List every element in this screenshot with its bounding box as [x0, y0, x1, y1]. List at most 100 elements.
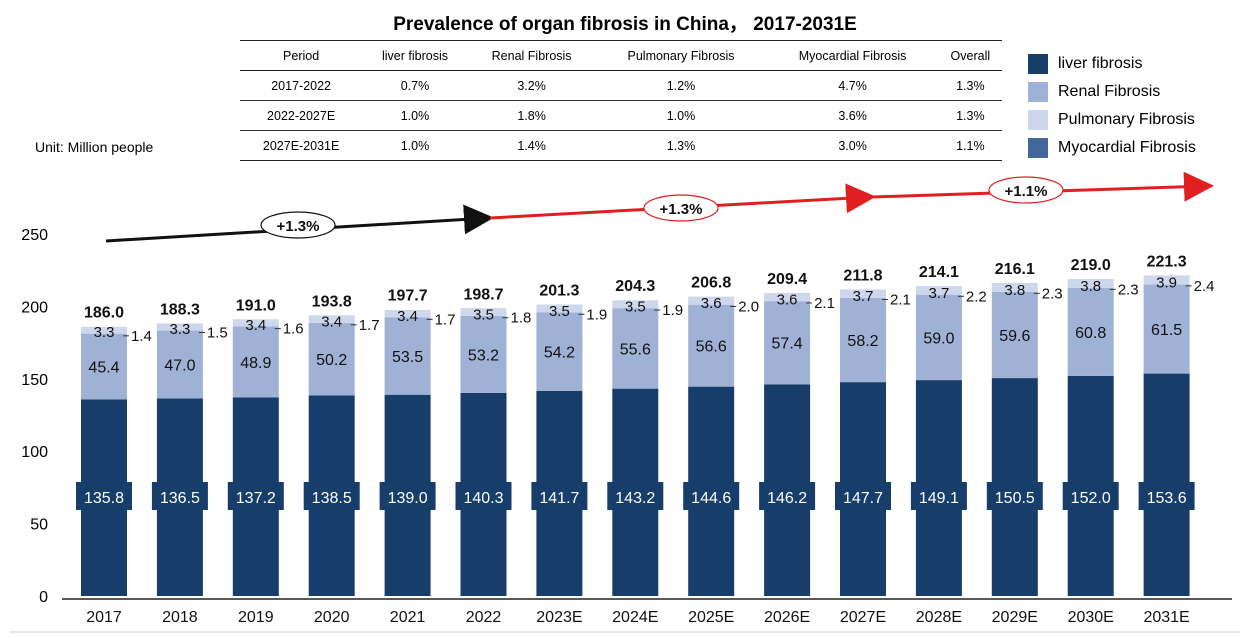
- table-cell: 2027E-2031E: [240, 130, 363, 161]
- data-label-total: 186.0: [84, 305, 124, 322]
- bar-segment-myocardial: [840, 289, 886, 293]
- data-label-liver: 152.0: [1071, 490, 1111, 507]
- data-label-myocardial: 2.3: [1118, 281, 1139, 298]
- data-label-total: 188.3: [160, 301, 200, 318]
- bar-segment-pulmonary: [81, 328, 127, 334]
- y-tick-label: 50: [30, 517, 48, 534]
- data-label-renal: 57.4: [772, 336, 803, 353]
- data-label-myocardial: 1.5: [207, 325, 228, 342]
- bar-segment-myocardial: [81, 326, 127, 329]
- bar-segment-pulmonary: [460, 310, 507, 316]
- data-label-total: 211.8: [843, 267, 882, 284]
- cagr-table-header-row: Period liver fibrosis Renal Fibrosis Pul…: [240, 40, 1002, 71]
- bar-segment-myocardial: [156, 323, 203, 326]
- table-cell: 3.6%: [766, 100, 939, 131]
- data-label-box-liver: [531, 482, 588, 510]
- data-label-liver: 140.3: [463, 490, 503, 507]
- x-tick-label: 2023E: [536, 609, 582, 626]
- data-label-renal: 53.5: [392, 349, 423, 366]
- x-tick-label: 2030E: [1068, 609, 1114, 626]
- bar-segment-pulmonary: [1143, 278, 1190, 285]
- table-cell: 0.7%: [362, 70, 468, 101]
- x-tick-label: 2028E: [916, 609, 962, 626]
- data-label-renal: 47.0: [164, 357, 195, 374]
- bar-segment-renal: [156, 330, 203, 399]
- table-row: 2017-2022 0.7% 3.2% 1.2% 4.7% 1.3%: [240, 70, 1002, 101]
- x-tick-label: 2020: [314, 609, 350, 626]
- data-label-renal: 54.2: [544, 345, 575, 362]
- growth-badge-2: [643, 194, 719, 222]
- data-label-liver: 141.7: [539, 490, 579, 507]
- data-label-renal: 55.6: [620, 341, 651, 358]
- data-label-total: 206.8: [691, 275, 731, 292]
- bar-segment-myocardial: [612, 300, 659, 304]
- data-label-renal: 58.2: [847, 333, 878, 350]
- bar-segment-renal: [688, 304, 735, 387]
- bar-segment-renal: [915, 294, 962, 381]
- chart-title: Prevalence of organ fibrosis in China， 2…: [393, 14, 857, 35]
- legend-swatch-liver: [1028, 54, 1048, 74]
- legend-item-renal: Renal Fibrosis: [1028, 78, 1196, 106]
- data-label-pulmonary: 3.3: [169, 321, 190, 338]
- legend: liver fibrosis Renal Fibrosis Pulmonary …: [1028, 50, 1196, 162]
- data-label-myocardial: 1.9: [662, 302, 683, 319]
- data-label-pulmonary: 3.4: [321, 313, 342, 330]
- data-label-myocardial: 1.6: [283, 321, 304, 338]
- bar-segment-renal: [764, 301, 811, 385]
- y-tick-label: 0: [39, 589, 48, 606]
- bar-segment-pulmonary: [308, 317, 355, 323]
- data-label-myocardial: 1.8: [511, 310, 532, 327]
- table-cell: 1.2%: [595, 70, 767, 101]
- data-label-pulmonary: 3.7: [853, 288, 874, 305]
- x-tick-label: 2022: [466, 609, 502, 626]
- bar-segment-myocardial: [1067, 279, 1114, 283]
- data-label-box-liver: [151, 482, 208, 510]
- data-label-total: 201.3: [539, 283, 579, 300]
- cagr-header-renal: Renal Fibrosis: [467, 40, 596, 71]
- data-label-total: 221.3: [1147, 254, 1187, 271]
- bar-segment-renal: [1067, 287, 1114, 376]
- data-label-box-liver: [1138, 482, 1195, 510]
- growth-label-1: +1.3%: [277, 218, 320, 235]
- x-tick-label: 2029E: [992, 609, 1038, 626]
- table-cell: 1.0%: [362, 100, 468, 131]
- bar-segment-renal: [460, 315, 507, 393]
- data-label-box-liver: [835, 482, 891, 510]
- data-label-liver: 150.5: [995, 490, 1035, 507]
- bar-segment-renal: [308, 322, 355, 396]
- bar-segment-pulmonary: [384, 312, 431, 318]
- bar-segment-renal: [840, 297, 886, 383]
- data-label-total: 198.7: [463, 286, 503, 303]
- data-label-total: 197.7: [388, 288, 428, 305]
- bar-segment-renal: [1143, 284, 1190, 374]
- y-tick-label: 250: [21, 227, 48, 244]
- x-tick-label: 2019: [238, 609, 274, 626]
- cagr-header-pulmonary: Pulmonary Fibrosis: [595, 40, 767, 71]
- bar-segment-renal: [536, 312, 583, 391]
- table-cell: 1.0%: [362, 130, 468, 161]
- data-label-liver: 143.2: [615, 490, 655, 507]
- cagr-table: Period liver fibrosis Renal Fibrosis Pul…: [240, 40, 1002, 161]
- table-row: 2022-2027E 1.0% 1.8% 1.0% 3.6% 1.3%: [240, 100, 1002, 131]
- cagr-header-liver: liver fibrosis: [362, 40, 468, 71]
- data-label-pulmonary: 3.8: [1004, 282, 1025, 299]
- data-label-liver: 139.0: [388, 490, 428, 507]
- bar-segment-myocardial: [915, 286, 962, 290]
- table-cell: 1.4%: [467, 130, 596, 161]
- table-cell: 1.3%: [938, 100, 1002, 131]
- data-label-total: 214.1: [919, 264, 959, 281]
- legend-swatch-myocardial: [1028, 138, 1048, 158]
- x-tick-label: 2024E: [612, 609, 658, 626]
- data-label-pulmonary: 3.5: [549, 303, 570, 320]
- bar-segment-myocardial: [764, 292, 811, 296]
- legend-label-renal: Renal Fibrosis: [1058, 83, 1161, 100]
- table-cell: 1.8%: [467, 100, 596, 131]
- data-label-liver: 137.2: [236, 490, 276, 507]
- x-tick-label: 2026E: [764, 609, 810, 626]
- table-cell: 2017-2022: [240, 70, 363, 101]
- x-tick-label: 2018: [162, 609, 198, 626]
- bar-segment-myocardial: [536, 304, 583, 308]
- bar-segment-renal: [232, 326, 279, 398]
- data-label-box-liver: [1062, 482, 1119, 510]
